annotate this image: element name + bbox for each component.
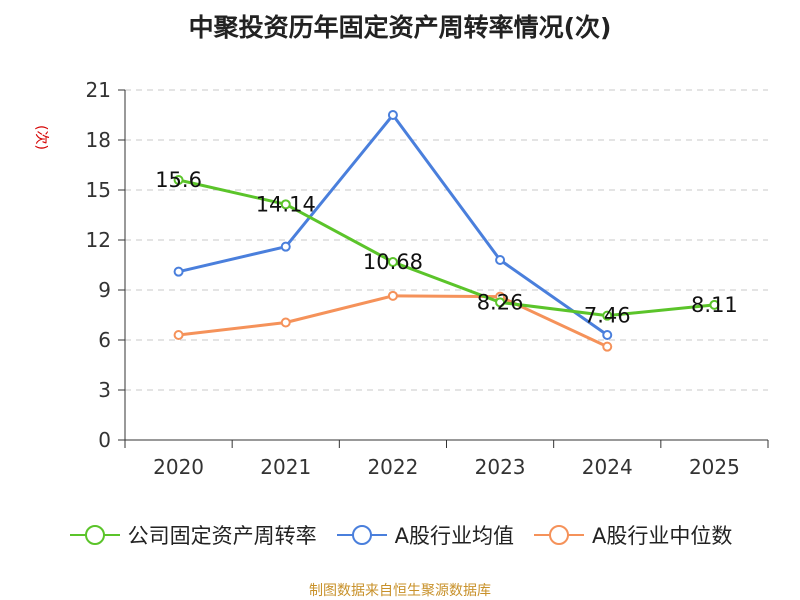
series-line-0 bbox=[178, 178, 715, 318]
series-point-1 bbox=[280, 241, 291, 252]
series-point-2 bbox=[602, 341, 613, 352]
y-tick-label: 15 bbox=[86, 178, 111, 202]
y-tick-label: 18 bbox=[86, 128, 111, 152]
series-point-0 bbox=[709, 299, 720, 310]
series-point-0 bbox=[495, 297, 506, 308]
x-tick-label: 2021 bbox=[260, 455, 311, 479]
x-tick-label: 2023 bbox=[475, 455, 526, 479]
series-line-1 bbox=[178, 113, 609, 337]
y-tick-label: 0 bbox=[98, 428, 111, 452]
series-point-2 bbox=[387, 290, 398, 301]
series-point-0 bbox=[602, 310, 613, 321]
y-tick-label: 3 bbox=[98, 378, 111, 402]
series-point-1 bbox=[173, 266, 184, 277]
legend: 公司固定资产周转率 A股行业均值 A股行业中位数 bbox=[0, 520, 800, 550]
series-point-1 bbox=[495, 255, 506, 265]
legend-item-industry-median[interactable]: A股行业中位数 bbox=[532, 520, 732, 550]
legend-line-marker-icon bbox=[69, 525, 120, 545]
series-point-1 bbox=[387, 110, 398, 120]
series-point-0 bbox=[280, 199, 291, 210]
series-point-2 bbox=[280, 317, 291, 328]
series-point-0 bbox=[173, 175, 184, 185]
line-chart: 0 3 6 9 12 15 18 21 2020 2021 2022 2023 2024 2025 15.6… bbox=[86, 78, 769, 479]
legend-label-industry-mean: A股行业均值 bbox=[394, 524, 514, 548]
legend-line-marker-icon bbox=[534, 525, 584, 545]
y-tick-label: 9 bbox=[98, 278, 111, 302]
legend-item-company[interactable]: 公司固定资产周转率 bbox=[68, 520, 317, 550]
y-tick-label: 12 bbox=[86, 228, 111, 252]
x-tick-label: 2020 bbox=[153, 455, 204, 479]
data-label: 7.46 bbox=[584, 304, 631, 328]
x-tick-label: 2024 bbox=[582, 455, 633, 479]
legend-label-company: 公司固定资产周转率 bbox=[127, 524, 317, 548]
data-source-note: 制图数据来自恒生聚源数据库 bbox=[309, 583, 491, 599]
data-label: 15.6 bbox=[155, 168, 202, 192]
legend-item-industry-mean[interactable]: A股行业均值 bbox=[335, 520, 514, 550]
series-line-2 bbox=[178, 294, 608, 349]
data-label: 8.26 bbox=[477, 290, 524, 314]
data-label: 10.68 bbox=[363, 250, 423, 274]
legend-label-industry-median: A股行业中位数 bbox=[592, 524, 733, 548]
legend-line-marker-icon bbox=[336, 525, 387, 545]
data-label: 8.11 bbox=[691, 293, 738, 317]
y-tick-label: 6 bbox=[98, 328, 111, 352]
y-tick-label: 21 bbox=[86, 78, 111, 102]
x-tick-label: 2022 bbox=[367, 455, 418, 479]
data-label: 14.14 bbox=[256, 192, 316, 216]
chart-title: 中聚投资历年固定资产周转率情况(次) bbox=[188, 13, 612, 42]
series-point-2 bbox=[173, 330, 184, 340]
x-tick-label: 2025 bbox=[689, 455, 740, 479]
series-point-1 bbox=[602, 330, 613, 340]
series-point-0 bbox=[387, 257, 398, 267]
